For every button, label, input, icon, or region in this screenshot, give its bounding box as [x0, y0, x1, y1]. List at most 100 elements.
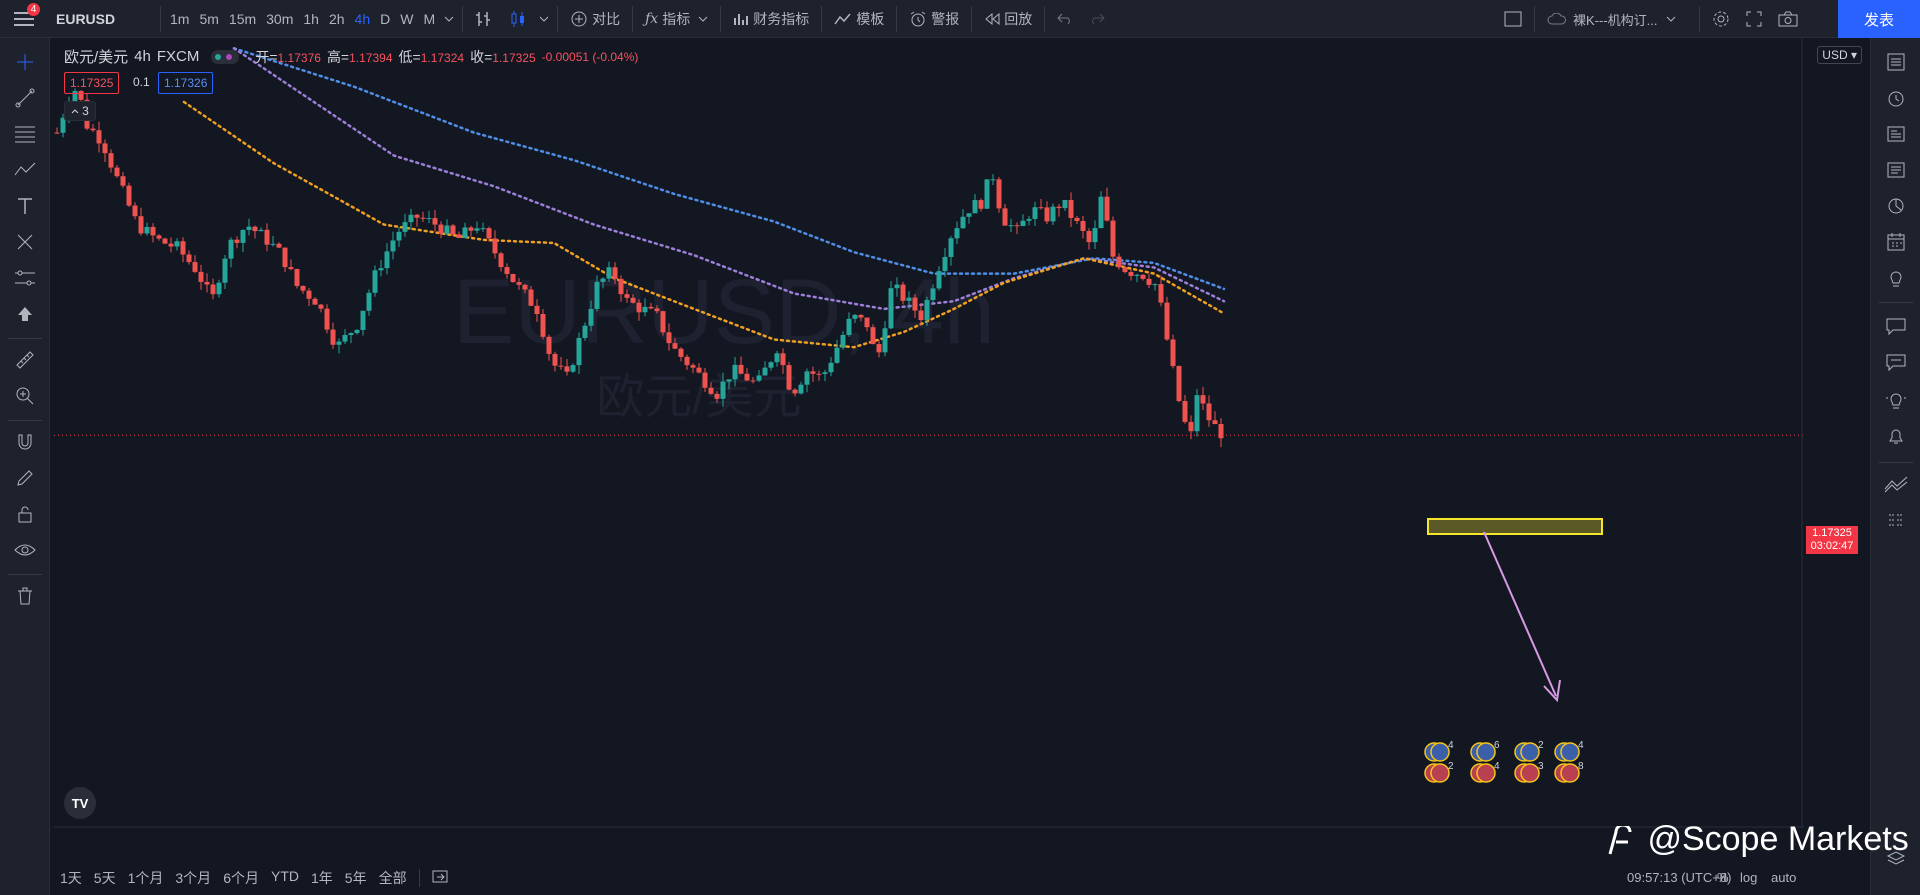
- text-tool-icon[interactable]: [13, 194, 37, 218]
- zoom-in-icon[interactable]: [13, 384, 37, 408]
- range-button[interactable]: 5天: [93, 869, 116, 886]
- interval-2h[interactable]: 2h: [328, 10, 345, 27]
- market-status-toggle[interactable]: [211, 49, 240, 64]
- range-button[interactable]: 全部: [378, 869, 407, 886]
- chart-type-dropdown[interactable]: [535, 0, 553, 38]
- snapshot-button[interactable]: [1770, 0, 1806, 38]
- candle-body: [708, 387, 714, 394]
- alert-button[interactable]: 警报: [901, 0, 967, 38]
- arrow-up-icon[interactable]: [13, 302, 37, 326]
- forecast-icon[interactable]: [13, 230, 37, 254]
- interval-D[interactable]: D: [380, 10, 391, 27]
- interval-M[interactable]: M: [423, 10, 436, 27]
- range-button[interactable]: 1个月: [127, 869, 164, 886]
- range-button[interactable]: 6个月: [223, 869, 259, 886]
- interval-1h[interactable]: 1h: [303, 10, 319, 27]
- crosshair-icon[interactable]: [13, 50, 37, 74]
- pencil-lock-icon[interactable]: [13, 466, 37, 490]
- watchlist-icon[interactable]: [1884, 50, 1908, 74]
- layout-toggle-button[interactable]: [1496, 0, 1530, 38]
- eu-event-marker[interactable]: 4: [1554, 740, 1584, 762]
- chat-icon[interactable]: [1884, 314, 1908, 338]
- fullscreen-button[interactable]: [1738, 0, 1770, 38]
- templates-button[interactable]: 模板: [826, 0, 892, 38]
- sell-price-button[interactable]: 1.17325: [64, 72, 120, 94]
- calendar-icon[interactable]: [1884, 230, 1908, 254]
- buy-price-button[interactable]: 1.17326: [158, 72, 214, 94]
- main-menu-button[interactable]: 4: [0, 0, 48, 38]
- streams-icon[interactable]: [1884, 350, 1908, 374]
- notification-bell-icon[interactable]: [1884, 424, 1908, 448]
- auto-toggle[interactable]: auto: [1771, 870, 1797, 885]
- trading-panel-icon[interactable]: [1884, 472, 1908, 496]
- measure-icon[interactable]: [13, 266, 37, 290]
- eu-event-marker[interactable]: 6: [1470, 740, 1500, 762]
- range-button[interactable]: 1年: [310, 869, 333, 886]
- layers-icon[interactable]: [1884, 846, 1908, 870]
- undo-icon: [1057, 13, 1070, 24]
- candle-body: [1158, 284, 1164, 303]
- ideas-icon[interactable]: [1884, 266, 1908, 290]
- redo-button[interactable]: [1081, 0, 1113, 38]
- interval-15m[interactable]: 15m: [228, 10, 257, 27]
- log-toggle[interactable]: log: [1740, 870, 1758, 885]
- data-window-icon[interactable]: [1884, 122, 1908, 146]
- replay-button[interactable]: 回放: [976, 0, 1040, 38]
- lightbulb-icon[interactable]: [1884, 388, 1908, 412]
- range-button[interactable]: 1天: [60, 869, 82, 886]
- tradingview-logo[interactable]: TV: [64, 787, 96, 819]
- eu-event-marker[interactable]: 2: [1514, 740, 1544, 762]
- layout-select[interactable]: 裸K---机构订...: [1539, 0, 1695, 38]
- symbol-search[interactable]: EURUSD: [56, 10, 116, 27]
- publish-button[interactable]: 发表: [1838, 0, 1920, 38]
- trend-line-icon[interactable]: [13, 86, 37, 110]
- candle-body: [1086, 230, 1092, 243]
- range-button[interactable]: 5年: [344, 869, 367, 886]
- settings-button[interactable]: [1704, 0, 1738, 38]
- bar-style-button[interactable]: [467, 0, 501, 38]
- us-event-marker[interactable]: 4: [1470, 761, 1500, 783]
- indicators-button[interactable]: ƒx 指标: [637, 0, 716, 38]
- candle-body: [1146, 278, 1152, 285]
- dom-icon[interactable]: [1884, 508, 1908, 532]
- indicators-collapse-button[interactable]: 3: [64, 101, 96, 121]
- alarm-clock-icon[interactable]: [1884, 86, 1908, 110]
- range-button[interactable]: 3个月: [175, 869, 212, 886]
- hotlist-icon[interactable]: [1884, 194, 1908, 218]
- candle-body: [576, 337, 582, 366]
- interval-1m[interactable]: 1m: [170, 10, 190, 27]
- support-zone-box[interactable]: [1427, 518, 1603, 535]
- ruler-icon[interactable]: [13, 348, 37, 372]
- legend-title[interactable]: 欧元/美元: [64, 49, 129, 66]
- range-button[interactable]: YTD: [270, 867, 299, 884]
- percent-toggle[interactable]: %: [1717, 870, 1729, 885]
- currency-selector[interactable]: USD ▾: [1817, 46, 1862, 64]
- date-range-button[interactable]: [426, 869, 456, 886]
- interval-5m[interactable]: 5m: [199, 10, 219, 27]
- candle-style-button[interactable]: [501, 0, 535, 38]
- interval-4h[interactable]: 4h: [354, 10, 371, 27]
- candle-body: [1152, 284, 1158, 286]
- trash-icon[interactable]: [13, 584, 37, 608]
- interval-30m[interactable]: 30m: [266, 10, 294, 27]
- projection-arrow-line[interactable]: [1483, 531, 1557, 697]
- clock[interactable]: 09:57:13 (UTC+8): [1627, 870, 1732, 885]
- eye-icon[interactable]: [13, 538, 37, 562]
- pattern-icon[interactable]: [13, 158, 37, 182]
- us-event-marker[interactable]: 8: [1554, 761, 1584, 783]
- us-event-marker[interactable]: 3: [1514, 761, 1544, 783]
- financials-button[interactable]: 财务指标: [725, 0, 817, 38]
- compare-button[interactable]: 对比: [562, 0, 628, 38]
- news-icon[interactable]: [1884, 158, 1908, 182]
- interval-W[interactable]: W: [400, 10, 414, 27]
- lock-icon[interactable]: [13, 502, 37, 526]
- interval-dropdown[interactable]: [440, 0, 458, 38]
- undo-button[interactable]: [1049, 0, 1081, 38]
- fib-retracement-icon[interactable]: [13, 122, 37, 146]
- legend-source: FXCM: [156, 48, 200, 65]
- magnet-icon[interactable]: [13, 430, 37, 454]
- candle-body: [300, 285, 306, 291]
- eu-event-marker[interactable]: 4: [1424, 740, 1454, 762]
- us-event-marker[interactable]: 2: [1424, 761, 1454, 783]
